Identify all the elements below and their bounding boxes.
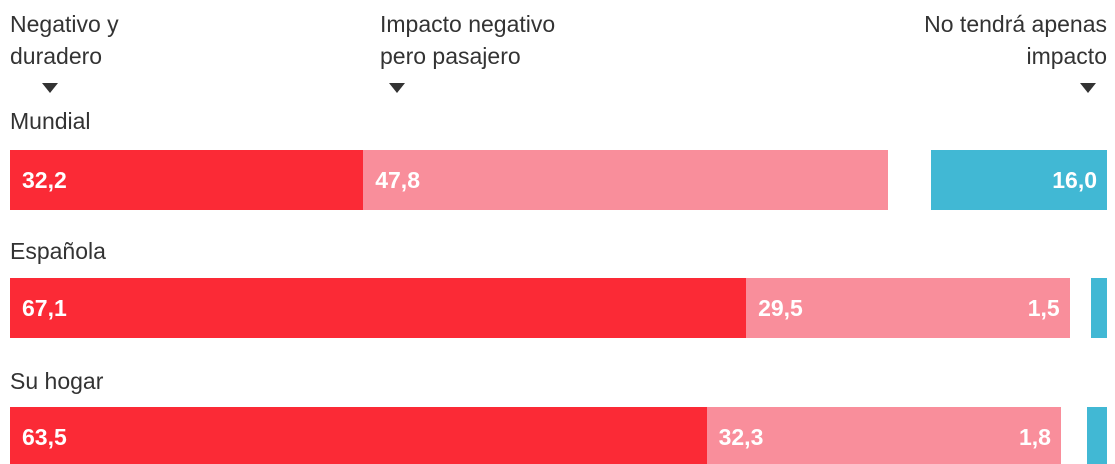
value-label: 47,8 [375,167,420,193]
bar-segment [706,407,1061,464]
legend-entry: Negativo y duradero [10,11,119,69]
legend-entry: No tendrá apenas impacto [924,11,1107,69]
category-label: Su hogar [10,368,104,394]
legend-arrow [42,83,58,93]
bar-segment [1090,278,1107,338]
value-label: 29,5 [758,295,803,321]
bar-segment [363,150,888,210]
bar-segment [931,150,1107,210]
bar-segment [10,278,747,338]
category-label: Mundial [10,108,91,134]
value-label: 1,8 [1018,424,1051,450]
category-label: Española [10,238,106,264]
value-label: 16,0 [1052,167,1097,193]
value-label: 63,5 [22,424,67,450]
value-label: 32,3 [718,424,764,450]
bar-segment [10,150,364,210]
bar-segment [746,278,1070,338]
bar-segment [1087,407,1107,464]
value-label: 1,5 [1027,295,1060,321]
bar-segment [10,407,707,464]
legend-arrow [389,83,405,93]
legend-arrow [1080,83,1096,93]
value-label: 32,2 [22,167,67,193]
legend-entry: Impacto negativo pero pasajero [380,11,556,69]
value-label: 67,1 [22,295,67,321]
